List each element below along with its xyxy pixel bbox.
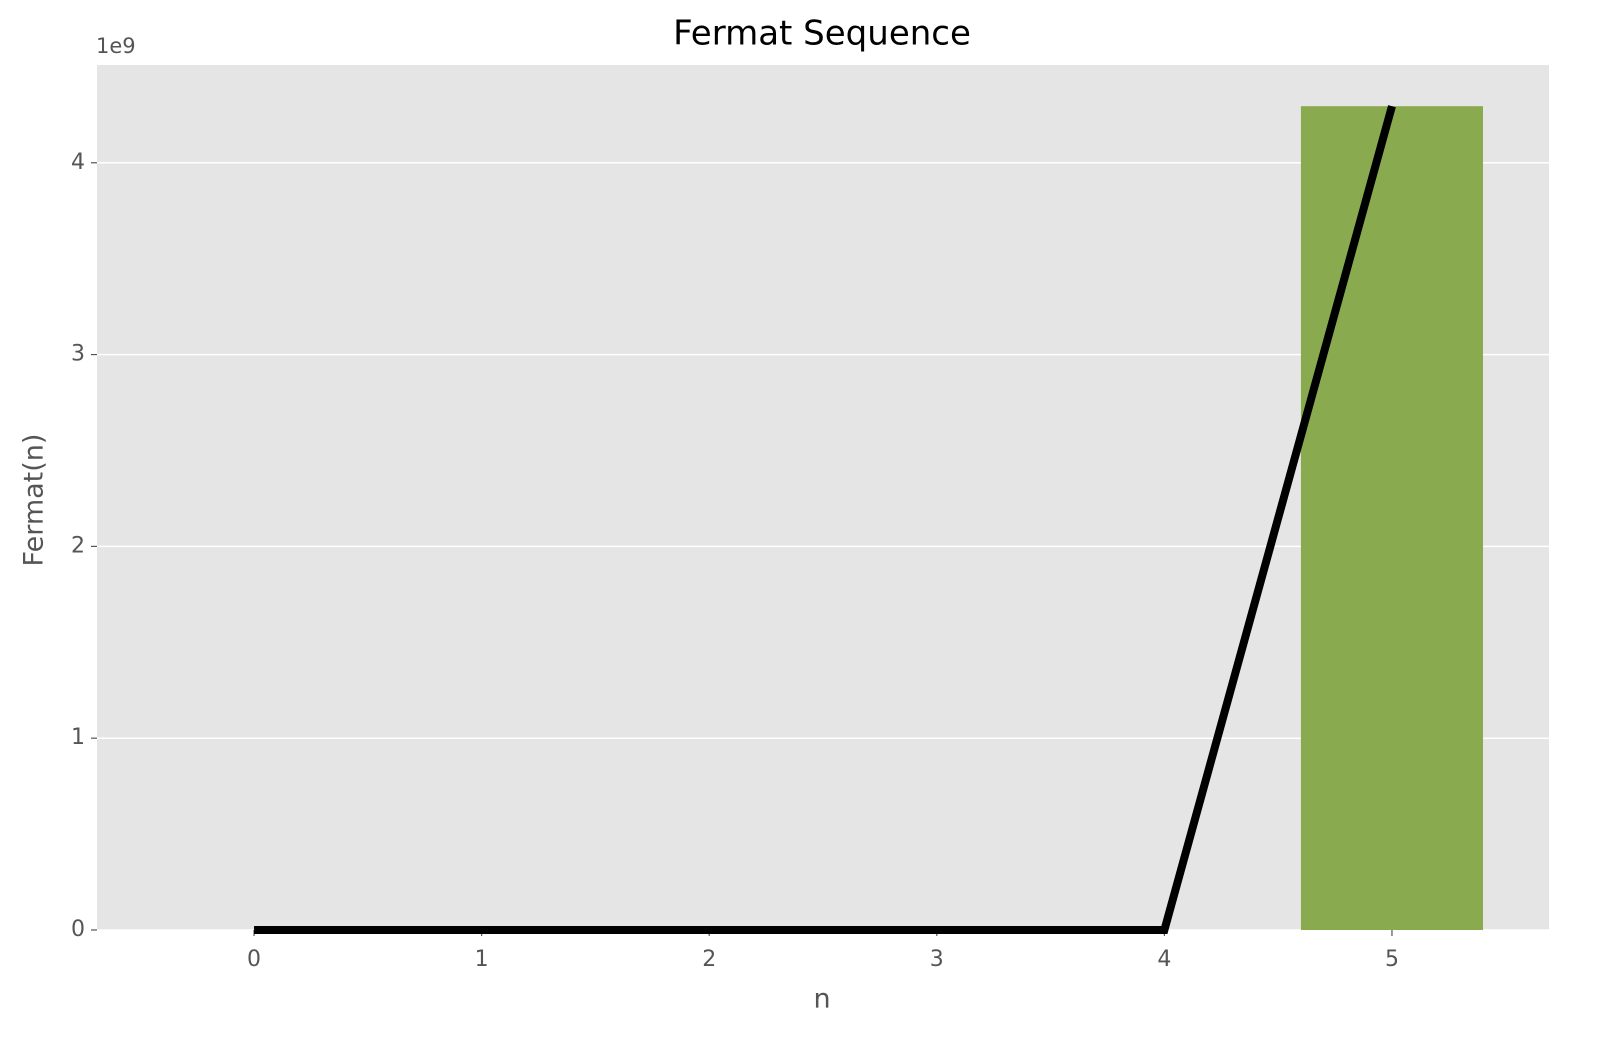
x-axis-label: n — [813, 984, 830, 1015]
x-tick-label: 4 — [1157, 947, 1171, 972]
y-axis-label: Fermat(n) — [19, 434, 50, 567]
y-tick-label: 1 — [71, 725, 85, 750]
line — [254, 105, 1396, 934]
x-tick-label: 2 — [702, 947, 716, 972]
chart-title: Fermat Sequence — [673, 14, 971, 54]
x-tick-label: 5 — [1385, 947, 1399, 972]
y-tick-label: 4 — [71, 150, 85, 175]
x-tick-label: 0 — [247, 947, 261, 972]
y-tick-label: 0 — [71, 917, 85, 942]
x-tick-label: 1 — [475, 947, 489, 972]
y-tick-label: 2 — [71, 533, 85, 558]
y-tick-label: 3 — [71, 342, 85, 367]
y-offset-label: 1e9 — [96, 34, 136, 58]
x-tick-label: 3 — [930, 947, 944, 972]
bar — [1300, 106, 1483, 930]
